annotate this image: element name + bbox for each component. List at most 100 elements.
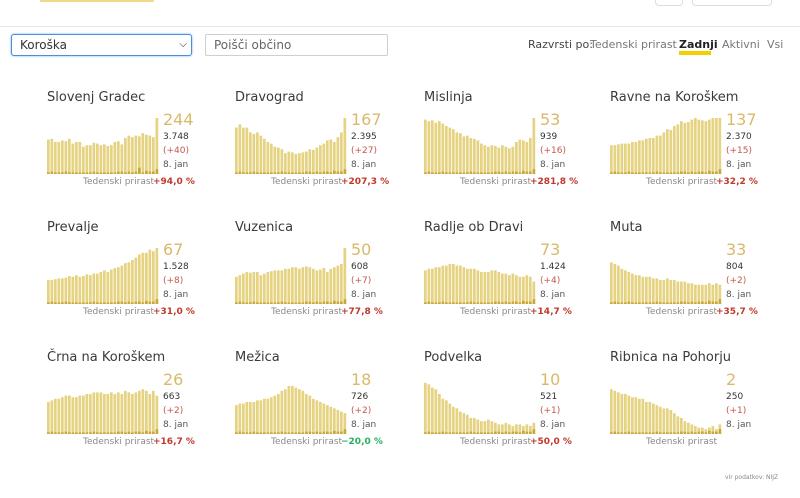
chart-bar-new bbox=[138, 301, 141, 304]
chart-bar-new bbox=[152, 431, 155, 434]
chart-bar-new bbox=[476, 172, 480, 174]
chart-bar-new bbox=[68, 302, 71, 304]
chart-bar bbox=[669, 280, 673, 304]
chart-bar bbox=[673, 280, 676, 304]
chart-bar-new bbox=[71, 172, 75, 174]
chart-bar bbox=[476, 140, 480, 174]
chart-bar bbox=[117, 267, 120, 304]
chart-bar-new bbox=[242, 302, 245, 304]
chart-bar-new bbox=[666, 172, 669, 174]
municipality-card[interactable]: Radlje ob Dravi 73 1.424 (+4) 8. jan Tedenski… bbox=[424, 220, 594, 330]
chart-bar bbox=[61, 397, 64, 434]
municipality-card[interactable]: Vuzenica 50 608 (+7) 8. jan Tedenski prirast +… bbox=[235, 220, 405, 330]
chart-bar bbox=[54, 279, 57, 304]
chart-bar bbox=[676, 416, 680, 434]
sort-option-active[interactable]: Aktivni bbox=[722, 38, 760, 51]
chart-bar-new bbox=[511, 431, 515, 434]
chart-bar bbox=[54, 142, 57, 174]
municipality-name: Ribnica na Pohorju bbox=[610, 350, 732, 365]
chart-bar bbox=[256, 272, 259, 304]
chart-bar-new bbox=[690, 431, 694, 434]
chart-bar bbox=[532, 422, 536, 434]
chart-bar-new bbox=[669, 432, 673, 434]
chart-bar bbox=[515, 275, 518, 304]
municipality-name: Mislinja bbox=[424, 90, 473, 105]
chart-bar bbox=[343, 413, 347, 434]
chart-bar bbox=[490, 145, 494, 174]
chart-bar bbox=[610, 262, 613, 304]
chart-bar bbox=[718, 424, 722, 434]
municipality-search-input[interactable] bbox=[205, 34, 388, 56]
chart-bar-new bbox=[497, 171, 501, 174]
municipality-card[interactable]: Mislinja 53 939 (+16) 8. jan Tedenski prirast… bbox=[424, 90, 594, 200]
chart-bar-new bbox=[252, 301, 256, 304]
chart-bar-new bbox=[301, 432, 305, 434]
chart-bar-new bbox=[298, 302, 301, 304]
chart-bar bbox=[504, 273, 508, 304]
chart-bar bbox=[504, 422, 508, 434]
chart-bar-new bbox=[57, 172, 61, 174]
chart-bar-new bbox=[312, 302, 315, 304]
chart-bar-new bbox=[659, 302, 662, 304]
chart-bar-new bbox=[106, 172, 110, 174]
municipality-card[interactable]: Prevalje 67 1.528 (+8) 8. jan Tedenski priras… bbox=[47, 220, 217, 330]
chart-bar bbox=[252, 402, 256, 434]
region-select[interactable]: Koroška ⌵ bbox=[11, 34, 192, 56]
latest-cases-value: 73 bbox=[540, 240, 561, 259]
sort-option-latest[interactable]: Zadnji bbox=[679, 38, 718, 51]
chart-bar bbox=[655, 135, 659, 174]
chart-bar-new bbox=[326, 301, 329, 304]
cases-bar-chart bbox=[424, 118, 536, 174]
municipality-card[interactable]: Slovenj Gradec 244 3.748 (+40) 8. jan Tedensk… bbox=[47, 90, 217, 200]
chart-bar-new bbox=[634, 172, 638, 174]
chart-bar-new bbox=[96, 172, 99, 174]
chart-bar-new bbox=[92, 431, 96, 434]
sort-option-weekly-growth[interactable]: Tedenski prirast bbox=[590, 38, 677, 51]
chart-bar-new bbox=[113, 302, 117, 304]
chart-bar-new bbox=[473, 432, 476, 434]
sort-option-all[interactable]: Vsi bbox=[767, 38, 784, 51]
chart-bar-new bbox=[480, 432, 483, 434]
top-button-small[interactable] bbox=[655, 0, 683, 6]
chart-bar bbox=[466, 414, 469, 434]
chart-bar bbox=[483, 272, 487, 304]
latest-cases-value: 10 bbox=[540, 370, 561, 389]
chart-bar bbox=[529, 426, 532, 434]
chart-bar bbox=[336, 265, 340, 304]
chart-bar bbox=[68, 395, 71, 434]
chart-bar-new bbox=[131, 302, 134, 304]
chart-bar bbox=[473, 268, 476, 304]
chart-bar bbox=[141, 252, 145, 304]
chart-bar-new bbox=[270, 432, 273, 434]
total-cases-value: 1.424 bbox=[540, 262, 566, 272]
chart-bar-new bbox=[662, 172, 666, 174]
chart-bar-new bbox=[518, 172, 522, 174]
chart-bar bbox=[110, 392, 113, 434]
chart-bar bbox=[340, 411, 343, 434]
municipality-card[interactable]: Mežica 18 726 (+2) 8. jan Tedenski prirast −20… bbox=[235, 350, 405, 460]
chart-bar-new bbox=[343, 299, 347, 304]
weekly-growth-value: −20,0 % bbox=[341, 437, 383, 447]
municipality-card[interactable]: Dravograd 167 2.395 (+27) 8. jan Tedenski pri… bbox=[235, 90, 405, 200]
chart-bar bbox=[138, 390, 141, 434]
chart-bar bbox=[110, 145, 113, 174]
chart-bar-new bbox=[85, 172, 89, 174]
chart-bar-new bbox=[305, 431, 308, 434]
chart-bar-new bbox=[298, 172, 301, 174]
top-button-wide[interactable] bbox=[692, 0, 772, 6]
chart-bar-new bbox=[708, 430, 711, 434]
municipality-card[interactable]: Ravne na Koroškem 137 2.370 (+15) 8. jan Tede… bbox=[610, 90, 780, 200]
municipality-card[interactable]: Ribnica na Pohorju 2 250 (+1) 8. jan Tedenski… bbox=[610, 350, 780, 460]
chart-bar bbox=[652, 278, 655, 304]
chart-bar-new bbox=[645, 172, 648, 174]
chart-bar bbox=[445, 126, 448, 174]
chart-bar-new bbox=[469, 301, 473, 304]
chart-bar bbox=[532, 281, 536, 304]
municipality-card[interactable]: Podvelka 10 521 (+1) 8. jan Tedenski prirast +… bbox=[424, 350, 594, 460]
municipality-card[interactable]: Muta 33 804 (+2) 8. jan Tedenski prirast +35,7… bbox=[610, 220, 780, 330]
chart-bar bbox=[431, 387, 434, 434]
municipality-card[interactable]: Črna na Koroškem 26 663 (+2) 8. jan Tedenski … bbox=[47, 350, 217, 460]
chart-bar bbox=[96, 273, 99, 304]
weekly-growth-label: Tedenski prirast bbox=[83, 307, 155, 317]
chart-bar bbox=[515, 142, 518, 174]
